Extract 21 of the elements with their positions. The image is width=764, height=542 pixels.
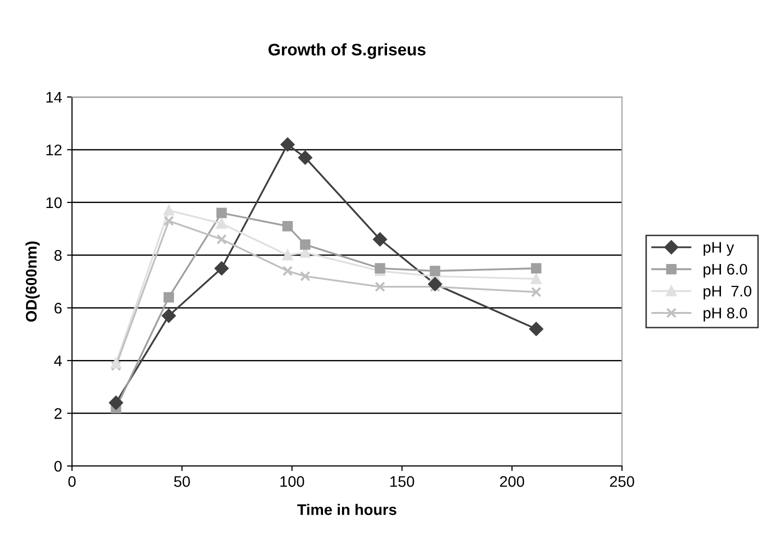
x-tick-label: 0 — [68, 476, 76, 487]
y-tick-label: 12 — [46, 144, 62, 156]
legend-label: pH 6.0 — [704, 264, 748, 278]
x-axis-title: Time in hours — [297, 504, 396, 516]
y-tick-label: 2 — [54, 408, 62, 419]
x-tick-label: 50 — [174, 476, 190, 487]
y-tick-label: 0 — [54, 460, 62, 472]
y-axis-title: OD(600nm) — [25, 242, 40, 322]
y-tick-label: 6 — [54, 302, 62, 314]
chart-title: Growth of S.griseus — [268, 43, 426, 59]
x-tick-label: 150 — [390, 476, 414, 487]
y-tick-label: 10 — [46, 197, 62, 208]
x-tick-label: 100 — [280, 476, 304, 487]
y-tick-label: 14 — [46, 92, 62, 103]
x-tick-label: 200 — [500, 476, 524, 487]
y-tick-label: 8 — [54, 250, 62, 261]
legend-label: pH 8.0 — [704, 308, 748, 322]
legend-label: pH 7.0 — [704, 286, 752, 300]
x-tick-label: 250 — [610, 476, 634, 487]
y-tick-label: 4 — [54, 356, 62, 366]
legend-label: pH y — [704, 242, 734, 256]
